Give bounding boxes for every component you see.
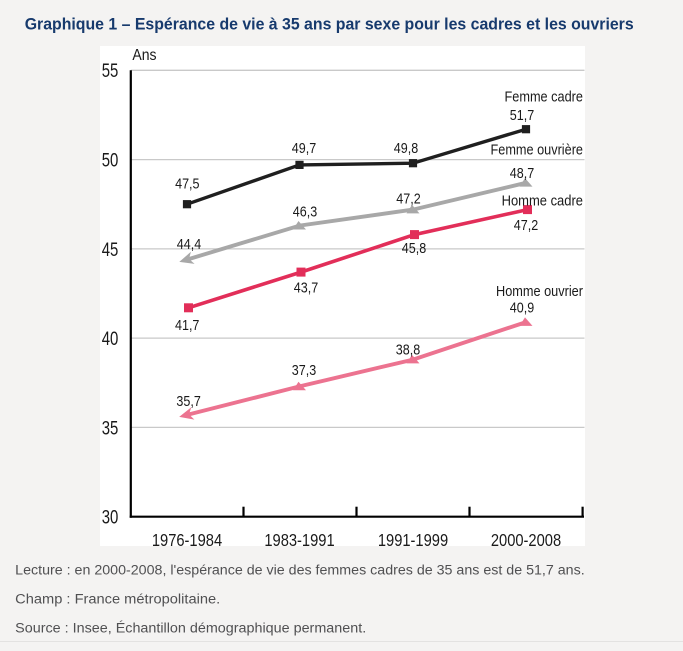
svg-text:40: 40 bbox=[102, 329, 119, 350]
svg-text:1976-1984: 1976-1984 bbox=[152, 530, 223, 550]
svg-text:38,8: 38,8 bbox=[396, 343, 420, 359]
svg-text:Graphique 1 – Espérance de vie: Graphique 1 – Espérance de vie à 35 ans … bbox=[25, 14, 634, 33]
svg-text:1983-1991: 1983-1991 bbox=[264, 530, 334, 550]
svg-text:Homme ouvrier: Homme ouvrier bbox=[496, 284, 583, 300]
svg-text:43,7: 43,7 bbox=[294, 281, 318, 297]
svg-text:49,7: 49,7 bbox=[292, 141, 316, 157]
svg-text:47,2: 47,2 bbox=[396, 192, 420, 208]
svg-text:2000-2008: 2000-2008 bbox=[491, 530, 561, 550]
svg-text:46,3: 46,3 bbox=[293, 205, 317, 221]
svg-text:35,7: 35,7 bbox=[176, 394, 200, 410]
svg-text:47,2: 47,2 bbox=[514, 218, 538, 234]
svg-text:45: 45 bbox=[102, 240, 119, 261]
svg-text:30: 30 bbox=[102, 508, 119, 529]
svg-text:Source : Insee, Échantillon dé: Source : Insee, Échantillon démographiqu… bbox=[15, 620, 366, 637]
svg-text:Ans: Ans bbox=[132, 47, 156, 64]
svg-text:51,7: 51,7 bbox=[510, 108, 534, 124]
svg-text:48,7: 48,7 bbox=[510, 166, 534, 182]
svg-text:40,9: 40,9 bbox=[510, 300, 534, 316]
svg-text:Femme cadre: Femme cadre bbox=[505, 90, 584, 106]
svg-text:45,8: 45,8 bbox=[402, 241, 426, 257]
svg-text:1991-1999: 1991-1999 bbox=[378, 530, 448, 550]
svg-text:Femme ouvrière: Femme ouvrière bbox=[491, 143, 584, 159]
svg-text:47,5: 47,5 bbox=[175, 177, 199, 193]
svg-text:50: 50 bbox=[102, 150, 119, 171]
svg-text:41,7: 41,7 bbox=[175, 318, 199, 334]
svg-text:49,8: 49,8 bbox=[394, 141, 418, 157]
svg-text:55: 55 bbox=[102, 61, 119, 82]
svg-text:37,3: 37,3 bbox=[292, 363, 316, 379]
svg-text:Homme cadre: Homme cadre bbox=[502, 193, 583, 209]
svg-text:44,4: 44,4 bbox=[177, 237, 201, 253]
svg-text:Champ : France métropolitaine.: Champ : France métropolitaine. bbox=[15, 592, 220, 608]
svg-text:Lecture : en 2000-2008, l'espé: Lecture : en 2000-2008, l'espérance de v… bbox=[15, 563, 585, 579]
svg-text:35: 35 bbox=[102, 418, 119, 439]
